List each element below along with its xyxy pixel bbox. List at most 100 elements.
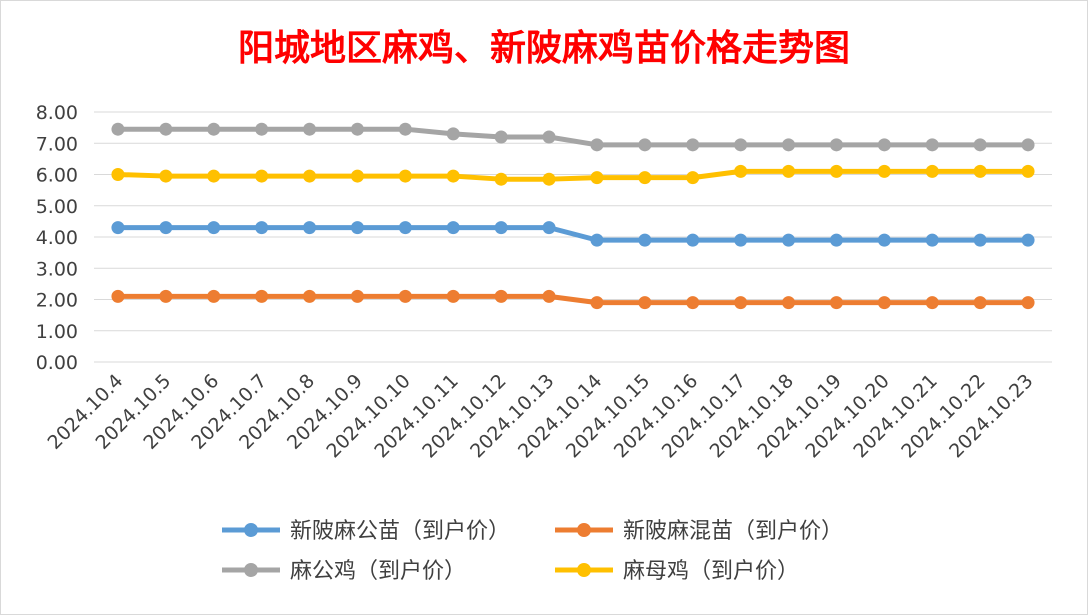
legend-item: 新陂麻混苗（到户价） <box>555 519 843 544</box>
data-point <box>446 169 460 183</box>
data-point <box>973 138 987 152</box>
data-point <box>207 289 221 303</box>
data-point <box>446 127 460 141</box>
data-point <box>303 289 317 303</box>
data-point <box>111 168 125 181</box>
chart-title: 阳城地区麻鸡、新陂麻鸡苗价格走势图 <box>238 27 850 69</box>
series-group <box>111 122 1035 310</box>
data-point <box>159 169 173 183</box>
data-point <box>1021 164 1035 178</box>
data-point <box>829 233 843 247</box>
data-point <box>829 164 843 178</box>
data-point <box>159 122 173 136</box>
data-point <box>638 171 652 185</box>
data-point <box>1021 233 1035 247</box>
legend-marker <box>244 523 258 537</box>
data-point <box>542 221 556 235</box>
data-point <box>350 221 364 235</box>
data-point <box>255 289 269 303</box>
data-point <box>159 289 173 303</box>
y-tick-label: 1.00 <box>36 321 78 343</box>
data-point <box>111 289 125 303</box>
data-point <box>925 233 939 247</box>
y-tick-label: 3.00 <box>36 258 78 280</box>
data-point <box>782 233 796 247</box>
data-point <box>925 138 939 152</box>
y-tick-label: 6.00 <box>36 165 78 187</box>
legend-item: 麻公鸡（到户价） <box>222 559 466 584</box>
data-point <box>111 221 125 235</box>
y-tick-label: 0.00 <box>36 352 78 374</box>
data-point <box>207 169 221 183</box>
data-point <box>877 233 891 247</box>
data-point <box>398 169 412 183</box>
data-point <box>542 130 556 144</box>
data-point <box>1021 138 1035 152</box>
legend-label: 新陂麻混苗（到户价） <box>623 519 843 544</box>
data-point <box>829 138 843 152</box>
data-point <box>782 138 796 152</box>
data-point <box>542 172 556 186</box>
data-point <box>494 289 508 303</box>
data-point <box>111 122 125 136</box>
data-point <box>734 164 748 178</box>
data-point <box>494 172 508 186</box>
data-point <box>973 296 987 310</box>
data-point <box>686 138 700 152</box>
data-point <box>877 138 891 152</box>
data-point <box>925 296 939 310</box>
data-point <box>973 164 987 178</box>
series-0 <box>111 221 1035 247</box>
data-point <box>350 169 364 183</box>
data-point <box>255 221 269 235</box>
data-point <box>590 171 604 185</box>
data-point <box>590 296 604 310</box>
data-point <box>255 169 269 183</box>
data-point <box>398 221 412 235</box>
y-tick-label: 2.00 <box>36 290 78 312</box>
data-point <box>686 233 700 247</box>
data-point <box>686 296 700 310</box>
data-point <box>255 122 269 136</box>
data-point <box>973 233 987 247</box>
legend-item: 新陂麻公苗（到户价） <box>222 519 510 544</box>
y-axis: 0.00 1.00 2.00 3.00 4.00 5.00 6.00 7.00 8.00 <box>36 102 78 374</box>
data-point <box>638 233 652 247</box>
series-3 <box>111 164 1035 186</box>
data-point <box>590 233 604 247</box>
legend-marker <box>244 563 258 577</box>
data-point <box>638 138 652 152</box>
y-tick-label: 8.00 <box>36 102 78 124</box>
data-point <box>877 164 891 178</box>
series-line <box>117 126 1029 148</box>
data-point <box>494 221 508 235</box>
data-point <box>446 221 460 235</box>
series-line <box>117 225 1029 243</box>
data-point <box>350 122 364 136</box>
data-point <box>303 169 317 183</box>
data-point <box>734 138 748 152</box>
data-point <box>207 221 221 235</box>
data-point <box>925 164 939 178</box>
data-point <box>734 296 748 310</box>
data-point <box>207 122 221 136</box>
data-point <box>1021 296 1035 310</box>
data-point <box>398 289 412 303</box>
data-point <box>303 122 317 136</box>
data-point <box>877 296 891 310</box>
legend-label: 麻公鸡（到户价） <box>290 559 466 584</box>
y-tick-label: 5.00 <box>36 196 78 218</box>
data-point <box>398 122 412 136</box>
data-point <box>782 296 796 310</box>
y-tick-label: 4.00 <box>36 227 78 249</box>
legend: 新陂麻公苗（到户价） 新陂麻混苗（到户价） 麻公鸡（到户价） 麻母鸡（到户价） <box>222 519 843 584</box>
data-point <box>829 296 843 310</box>
data-point <box>303 221 317 235</box>
data-point <box>638 296 652 310</box>
legend-marker <box>577 563 591 577</box>
legend-marker <box>577 523 591 537</box>
data-point <box>686 171 700 185</box>
